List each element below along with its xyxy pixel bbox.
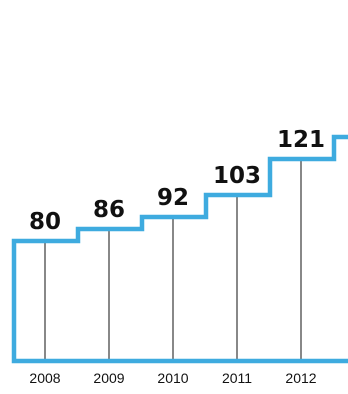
value-label: 103 bbox=[213, 163, 261, 189]
series-step-line bbox=[11, 134, 348, 364]
value-label: 121 bbox=[277, 127, 325, 153]
value-label: 80 bbox=[29, 209, 61, 235]
value-labels: 8086921031211 bbox=[29, 127, 325, 235]
value-label: 92 bbox=[157, 185, 189, 211]
value-label: 86 bbox=[93, 197, 125, 223]
x-tick-label: 2009 bbox=[93, 370, 124, 386]
x-tick-label: 2011 bbox=[222, 370, 252, 386]
x-tick-label: 2010 bbox=[157, 370, 188, 386]
x-tick-label: 2012 bbox=[285, 370, 316, 386]
x-axis-year-labels: 200820092010201120122013 bbox=[29, 370, 316, 386]
series-line bbox=[11, 134, 348, 364]
year-marker-lines bbox=[44, 161, 302, 359]
x-tick-label: 2008 bbox=[29, 370, 60, 386]
